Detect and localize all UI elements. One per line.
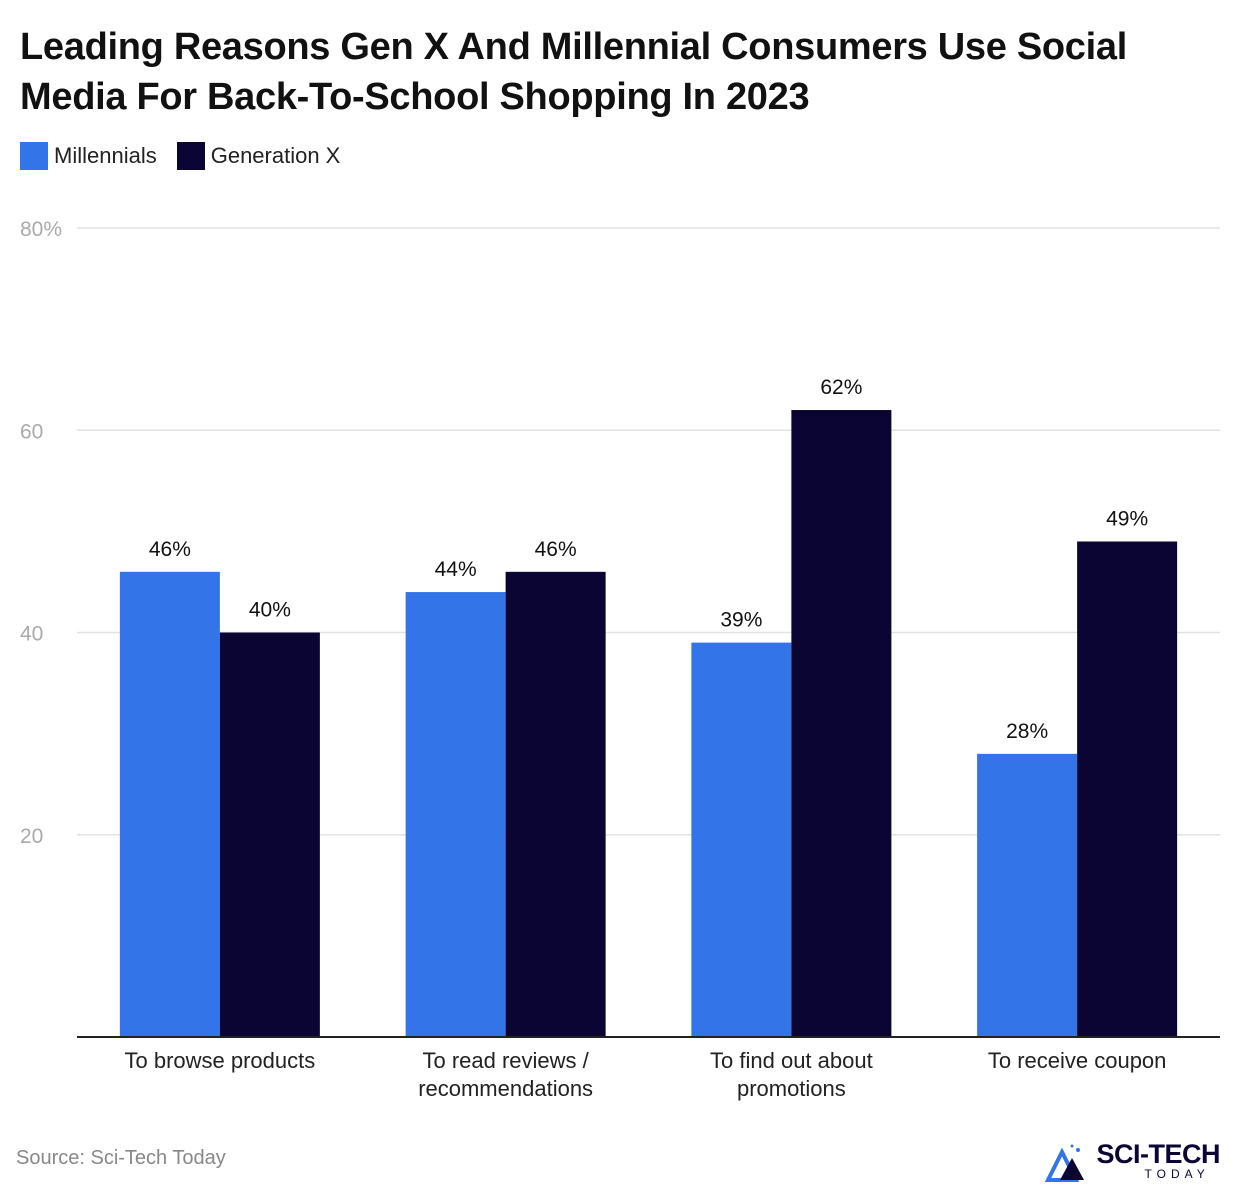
data-label: 44% xyxy=(435,558,477,581)
x-tick-label: To receive coupon xyxy=(987,1048,1167,1073)
legend-label: Generation X xyxy=(210,143,341,168)
logo: SCI-TECH TODAY xyxy=(1059,1140,1221,1180)
bar xyxy=(1077,541,1178,1037)
legend-swatch xyxy=(20,142,48,170)
y-tick-label: 20 xyxy=(20,825,43,848)
bar xyxy=(977,753,1078,1037)
source: Source: Sci-Tech Today xyxy=(16,1147,226,1169)
data-label: 40% xyxy=(249,599,291,622)
bar xyxy=(505,571,606,1037)
bar xyxy=(119,571,220,1037)
logo-sub: TODAY xyxy=(1144,1167,1210,1181)
x-tick-label: To browse products xyxy=(124,1048,316,1073)
logo-icon xyxy=(1044,1144,1084,1182)
y-tick-label: 80% xyxy=(20,218,62,241)
bar xyxy=(219,632,320,1037)
data-label: 49% xyxy=(1106,507,1148,530)
chart-title: Leading Reasons Gen X And Millennial Con… xyxy=(20,26,1127,118)
bar xyxy=(405,592,506,1037)
y-tick-label: 40 xyxy=(20,623,43,646)
data-label: 46% xyxy=(149,538,191,561)
x-tick-label: To read reviews / recommendations xyxy=(418,1048,594,1101)
data-label: 39% xyxy=(720,609,762,632)
legend-swatch xyxy=(176,142,205,170)
legend-label: Millennials xyxy=(54,143,157,168)
x-tick-label: To find out about promotions xyxy=(710,1048,873,1101)
legend-item: Generation X xyxy=(176,142,341,170)
legend: Millennials Generation X xyxy=(20,142,340,170)
legend-item: Millennials xyxy=(20,142,157,170)
bar xyxy=(791,410,892,1037)
logo-main: SCI-TECH xyxy=(1096,1139,1221,1169)
bar xyxy=(691,642,792,1037)
data-label: 62% xyxy=(820,376,862,399)
data-label: 46% xyxy=(535,538,577,561)
data-label: 28% xyxy=(1006,720,1048,743)
y-tick-label: 60 xyxy=(20,420,43,443)
